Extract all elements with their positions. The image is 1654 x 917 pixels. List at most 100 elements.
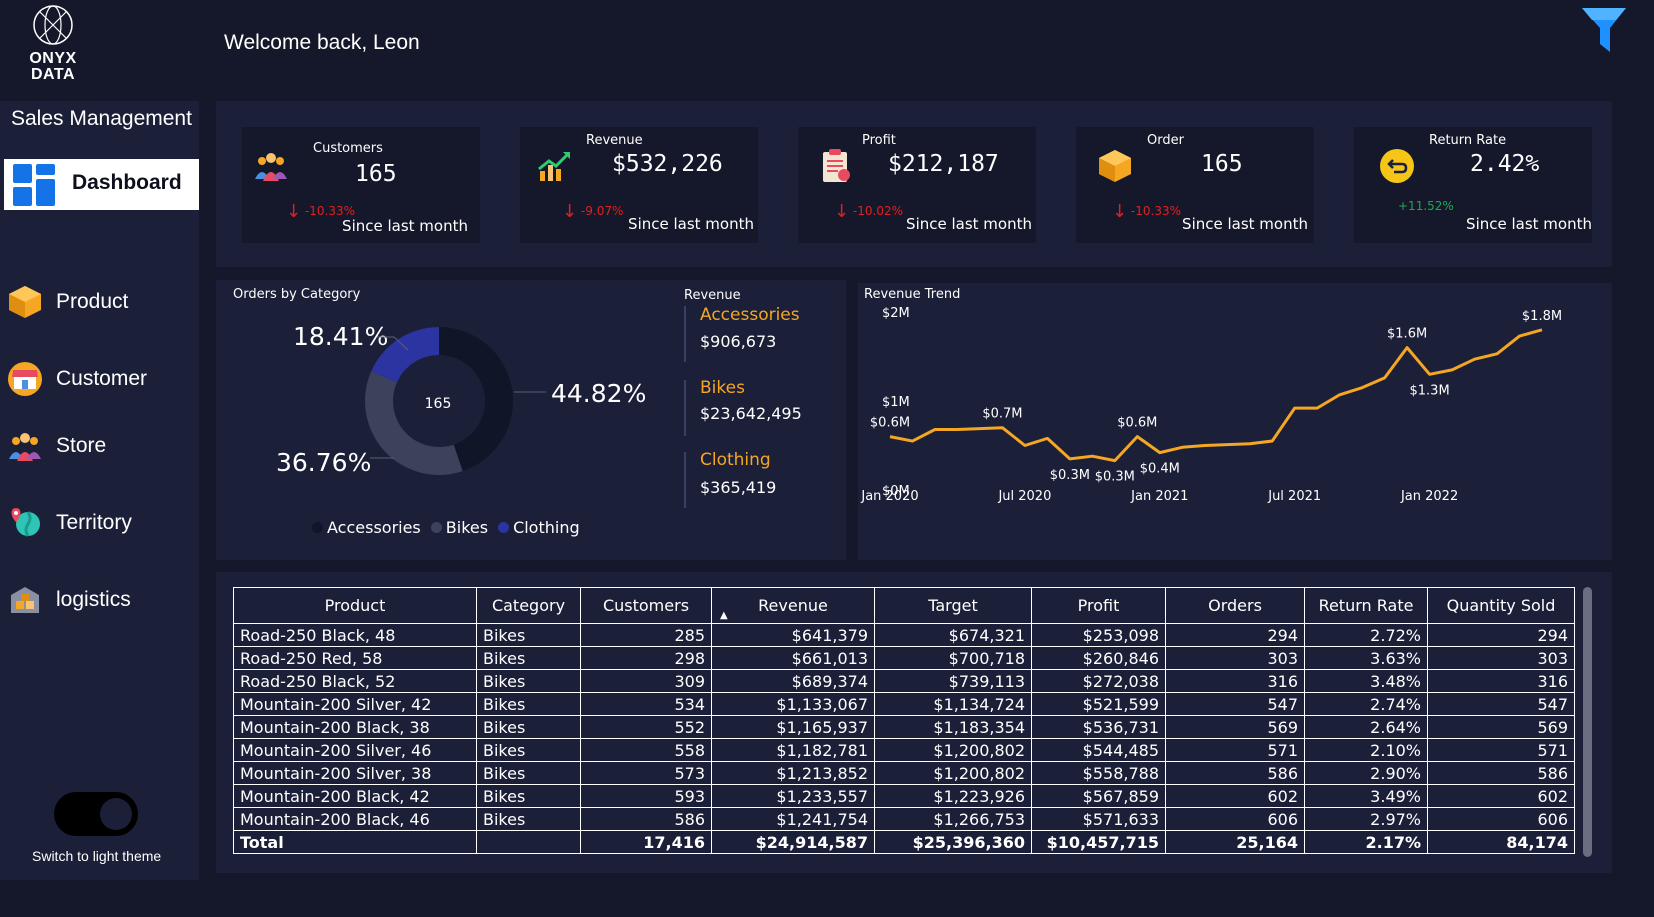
column-header[interactable]: Target [874,587,1032,624]
column-header[interactable]: Category [476,587,581,624]
column-header[interactable]: Quantity Sold [1427,587,1575,624]
total-cell: 25,164 [1165,830,1305,854]
sidebar-item-product[interactable]: Product [6,281,196,325]
orders-by-category-panel: Orders by Category 165 18.41% 44.82% 36.… [216,280,846,560]
table-cell: $253,098 [1031,623,1166,647]
table-row[interactable]: Mountain-200 Black, 46 Bikes 586 $1,241,754… [233,807,1575,831]
table-cell: 2.72% [1304,623,1428,647]
table-cell: Bikes [476,715,581,739]
table-cell: Road-250 Red, 58 [233,646,477,670]
x-tick-label: Jan 2022 [1400,489,1458,504]
table-cell: $1,182,781 [711,738,875,762]
sidebar-item-logistics[interactable]: logistics [6,579,196,623]
table-cell: 586 [1427,761,1575,785]
kpi-since: Since last month [1466,215,1592,233]
kpi-delta: ↓ -10.02% [834,199,903,222]
column-header[interactable]: Customers [580,587,712,624]
x-tick-label: Jul 2020 [997,489,1051,504]
table-row[interactable]: Mountain-200 Black, 38 Bikes 552 $1,165,937… [233,715,1575,739]
table-cell: Mountain-200 Silver, 38 [233,761,477,785]
donut-slice-accessories[interactable] [439,327,513,472]
theme-toggle[interactable] [54,792,138,836]
table-row[interactable]: Road-250 Black, 52 Bikes 309 $689,374 $739,1… [233,669,1575,693]
table-cell: Road-250 Black, 52 [233,669,477,693]
donut-slice-clothing[interactable] [371,327,439,383]
table-scrollbar[interactable] [1583,587,1592,857]
sort-ascending-icon[interactable]: ▲ [720,610,728,621]
donut-slice-bikes[interactable] [365,371,463,475]
table-cell: 285 [580,623,712,647]
legend-label: Clothing [513,518,580,537]
data-label: $1.3M [1410,383,1450,398]
kpi-card-return-rate: Return Rate 2.42% +11.52% Since last mon… [1354,127,1592,243]
table-cell: 571 [1427,738,1575,762]
kpi-card-profit: Profit $212,187 ↓ -10.02% Since last mon… [798,127,1036,243]
kpi-since: Since last month [906,215,1032,233]
sidebar-item-store[interactable]: Store [6,425,196,469]
top-bar: ONYX DATA Welcome back, Leon [0,0,1654,83]
sidebar-item-dashboard[interactable]: Dashboard [4,159,199,210]
table-cell: 2.64% [1304,715,1428,739]
table-row[interactable]: Mountain-200 Silver, 42 Bikes 534 $1,133,06… [233,692,1575,716]
table-cell: 2.90% [1304,761,1428,785]
total-cell: 84,174 [1427,830,1575,854]
column-header-label: Revenue [758,596,828,615]
kpi-since: Since last month [628,215,754,233]
data-label: $1.8M [1522,309,1562,324]
table-row[interactable]: Road-250 Red, 58 Bikes 298 $661,013 $700,718… [233,646,1575,670]
table-row[interactable]: Mountain-200 Black, 42 Bikes 593 $1,233,557… [233,784,1575,808]
kpi-delta: ↓ -9.07% [562,199,624,222]
column-header[interactable]: Profit [1031,587,1166,624]
revenue-line[interactable] [889,328,1543,463]
total-cell: 17,416 [580,830,712,854]
product-table-panel: Product Category Customers Revenue ▲ Targ… [216,572,1612,873]
sidebar-item-territory[interactable]: Territory [6,502,196,546]
data-label: $0.4M [1140,462,1180,477]
table-cell: $674,321 [874,623,1032,647]
globe-icon [33,5,73,45]
orders-donut-chart[interactable] [364,326,514,476]
filter-icon[interactable] [1580,6,1628,54]
legend-item-clothing[interactable]: Clothing [498,518,580,537]
table-cell: 2.10% [1304,738,1428,762]
table-cell: Mountain-200 Silver, 42 [233,692,477,716]
kpi-value: 165 [355,161,397,187]
table-cell: $689,374 [711,669,875,693]
kpi-delta-value: +11.52% [1398,199,1454,213]
data-label: $0.3M [1095,470,1135,485]
kpi-value: 2.42% [1470,151,1540,177]
divider [684,452,686,508]
kpi-delta-value: -9.07% [580,204,624,218]
column-header-revenue[interactable]: Revenue ▲ [711,587,875,624]
sidebar-item-customer[interactable]: Customer [6,358,196,402]
table-cell: $1,165,937 [711,715,875,739]
y-tick-label: $0M [882,484,910,499]
kpi-card-revenue: Revenue $532,226 ↓ -9.07% Since last mon… [520,127,758,243]
total-cell: $10,457,715 [1031,830,1166,854]
divider [684,306,686,362]
column-header[interactable]: Product [233,587,477,624]
legend-item-accessories[interactable]: Accessories [312,518,421,537]
table-row[interactable]: Mountain-200 Silver, 46 Bikes 558 $1,182,78… [233,738,1575,762]
logo-line-2: DATA [30,66,76,83]
total-cell: $25,396,360 [874,830,1032,854]
table-cell: $1,241,754 [711,807,875,831]
table-cell: 316 [1165,669,1305,693]
bottom-strip [0,898,1654,917]
chart-title: Revenue Trend [864,287,961,302]
column-header[interactable]: Orders [1165,587,1305,624]
table-row[interactable]: Mountain-200 Silver, 38 Bikes 573 $1,213,85… [233,761,1575,785]
column-header[interactable]: Return Rate [1304,587,1428,624]
table-cell: $567,859 [1031,784,1166,808]
table-cell: $558,788 [1031,761,1166,785]
table-cell: Bikes [476,807,581,831]
logo-line-1: ONYX [29,50,77,67]
sidebar-title: Sales Management [11,107,192,130]
legend-dot [498,522,510,533]
table-cell: 586 [580,807,712,831]
theme-toggle-label: Switch to light theme [32,848,162,864]
revenue-trend-chart[interactable]: $0M $1M $2M Jan 2020 Jul 2020 Jan 2021 Jul 202… [858,283,1612,560]
table-row[interactable]: Road-250 Black, 48 Bikes 285 $641,379 $674,3… [233,623,1575,647]
legend-item-bikes[interactable]: Bikes [430,518,488,537]
table-cell: $1,133,067 [711,692,875,716]
